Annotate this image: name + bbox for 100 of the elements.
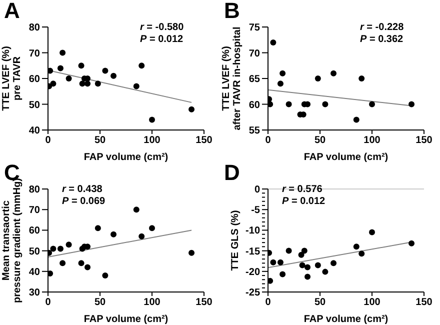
x-tick-label: 100 (364, 135, 381, 146)
point (268, 278, 274, 284)
point (369, 101, 375, 108)
point (66, 242, 72, 248)
point (94, 80, 101, 87)
point (102, 272, 108, 279)
x-tick-label: 50 (94, 135, 106, 146)
y-tick-label: 70 (248, 48, 260, 60)
point (102, 68, 108, 74)
annotation: r = 0.438 (62, 184, 104, 196)
x-tick-label: 100 (144, 135, 161, 146)
point (286, 248, 292, 254)
annotation: P = 0.069 (62, 196, 106, 208)
chart-title: D (224, 160, 240, 186)
y-tick-label: -25 (246, 288, 260, 298)
point (298, 252, 304, 258)
y-tick-label: 55 (248, 126, 260, 136)
x-tick-label: 50 (314, 297, 326, 308)
point (330, 260, 337, 266)
x-tick-label: 50 (314, 135, 326, 146)
point (353, 244, 360, 250)
point (270, 259, 276, 266)
point (299, 262, 306, 268)
y-tick-label: 70 (28, 48, 40, 60)
point (369, 229, 375, 236)
point (149, 225, 155, 232)
annotation: P = 0.362 (360, 34, 404, 46)
y-tick-label: 70 (28, 205, 40, 216)
y-axis-title: TTE LVEF (%) pre TAVR (1, 46, 23, 111)
y-tick-label: 60 (248, 100, 260, 111)
x-axis-title: FAP volume (cm²) (304, 152, 388, 163)
y-axis-title: TTE GLS (%) (230, 210, 241, 271)
point (149, 116, 155, 123)
y-tick-label: 60 (28, 226, 40, 237)
point (57, 65, 64, 72)
point (50, 246, 56, 252)
point (60, 260, 66, 266)
annotation: r = 0.576 (282, 184, 324, 196)
point (110, 231, 117, 238)
annotation: P = 0.012 (140, 34, 184, 46)
point (110, 72, 117, 79)
point (268, 101, 274, 108)
annotation: P = 0.012 (282, 196, 326, 208)
x-tick-label: 0 (265, 297, 272, 308)
point (304, 264, 311, 270)
chart-title: A (4, 0, 20, 24)
y-tick-label: 60 (28, 74, 40, 85)
x-tick-label: 0 (45, 135, 52, 146)
point (48, 68, 54, 74)
y-tick-label: 0 (254, 184, 260, 196)
annotation: r = -0.580 (140, 22, 184, 34)
x-axis-title: FAP volume (cm²) (84, 314, 168, 325)
point (301, 248, 308, 254)
y-tick-label: -5 (251, 205, 260, 216)
point (314, 262, 321, 268)
x-tick-label: 150 (416, 135, 433, 146)
y-tick-label: 50 (28, 246, 40, 258)
point (84, 80, 91, 87)
point (322, 268, 328, 275)
x-tick-label: 50 (94, 297, 106, 308)
y-axis-title: TTE LVEF (%) after TAVR in-hospital (221, 26, 243, 130)
point (408, 240, 415, 246)
y-tick-label: 30 (28, 288, 40, 298)
point (138, 233, 145, 240)
x-tick-label: 150 (416, 297, 433, 308)
point (286, 101, 292, 108)
point (408, 101, 415, 108)
point (133, 83, 140, 90)
x-tick-label: 0 (265, 135, 272, 146)
x-tick-label: 100 (364, 297, 381, 308)
annotation: r = -0.228 (360, 22, 404, 34)
x-tick-label: 0 (45, 297, 52, 308)
point (270, 39, 276, 46)
point (94, 225, 101, 232)
point (48, 270, 54, 276)
y-tick-label: -15 (246, 246, 260, 258)
y-tick-label: 80 (28, 22, 40, 34)
x-axis-title: FAP volume (cm²) (304, 314, 388, 325)
point (188, 250, 195, 256)
y-tick-label: -10 (246, 226, 260, 237)
point (188, 106, 195, 112)
point (277, 80, 284, 87)
y-tick-label: 40 (28, 126, 40, 136)
point (277, 259, 284, 266)
x-tick-label: 150 (196, 135, 213, 146)
x-tick-label: 150 (196, 297, 213, 308)
y-tick-label: 50 (28, 100, 40, 111)
point (133, 206, 140, 213)
y-tick-label: 80 (28, 184, 40, 196)
point (314, 76, 321, 82)
y-tick-label: -20 (246, 266, 260, 278)
y-tick-label: 75 (248, 22, 260, 34)
x-tick-label: 100 (144, 297, 161, 308)
x-axis-title: FAP volume (cm²) (84, 152, 168, 163)
point (358, 250, 365, 257)
point (322, 101, 328, 108)
point (60, 50, 66, 56)
point (66, 76, 72, 82)
point (78, 62, 84, 69)
point (353, 116, 360, 123)
